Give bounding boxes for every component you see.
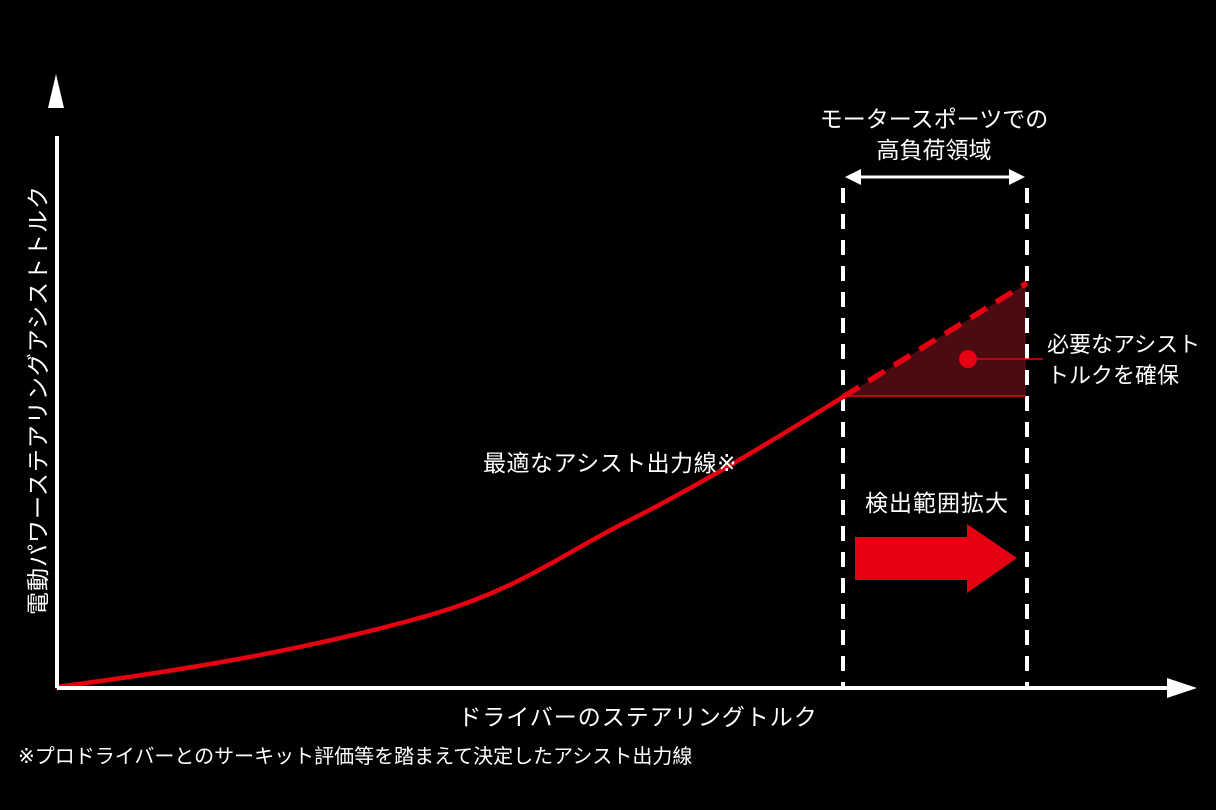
detection-range-arrow-icon	[855, 524, 1017, 593]
high-load-region-label-line2: 高負荷領域	[876, 138, 992, 164]
x-axis-title: ドライバーのステアリングトルク	[458, 705, 818, 731]
detection-range-label: 検出範囲拡大	[865, 491, 1009, 517]
assist-callout-label-line2: トルクを確保	[1047, 364, 1180, 389]
high-load-region-label-line1: モータースポーツでの	[819, 107, 1049, 133]
optimal-assist-line-label: 最適なアシスト出力線※	[483, 451, 737, 477]
y-axis-arrowhead-icon	[48, 74, 64, 108]
range-arrow-right-head-icon	[1009, 169, 1025, 185]
x-axis-arrowhead-icon	[1167, 678, 1197, 698]
y-axis-title: 電動パワーステアリングアシストトルク	[26, 185, 52, 615]
optimal-assist-curve	[54, 394, 846, 690]
extended-assist-dashed-line	[841, 280, 1029, 400]
callout-dot-icon	[959, 350, 977, 368]
high-load-region-label: モータースポーツでの 高負荷領域	[820, 105, 1048, 167]
range-arrow-left-head-icon	[845, 169, 861, 185]
assist-callout-label-line1: 必要なアシスト	[1047, 333, 1201, 358]
footnote: ※プロドライバーとのサーキット評価等を踏まえて決定したアシスト出力線	[18, 744, 693, 768]
assist-callout-label: 必要なアシスト トルクを確保	[1047, 330, 1200, 392]
